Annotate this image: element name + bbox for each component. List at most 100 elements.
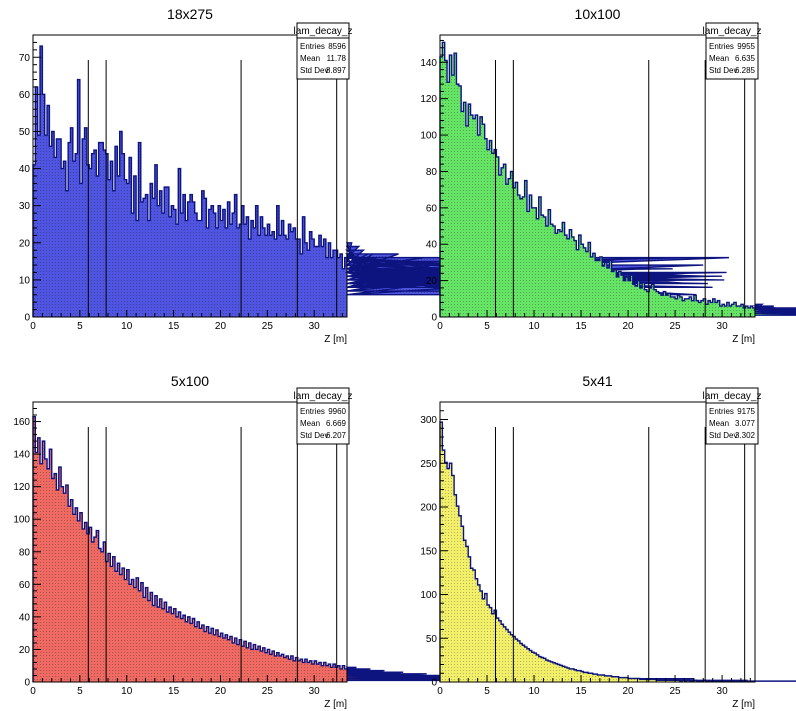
x-tick-label: 10	[528, 686, 540, 697]
stats-box-frame	[705, 22, 759, 80]
histogram-outline	[32, 415, 748, 682]
plot-frame	[32, 401, 348, 683]
x-tick-label: 10	[121, 321, 133, 332]
y-tick-label: 120	[13, 482, 30, 493]
histogram-hatch	[440, 42, 796, 317]
stats-value: 9960	[328, 407, 346, 416]
x-axis-label: Z [m]	[732, 334, 755, 345]
y-tick-label: 20	[19, 645, 31, 656]
stats-label: Entries	[709, 42, 734, 51]
stats-label: Mean	[709, 419, 729, 428]
y-tick-label: 0	[431, 678, 437, 689]
stats-value: 9955	[737, 42, 755, 51]
stats-label: Mean	[709, 54, 729, 63]
y-tick-label: 20	[19, 238, 31, 249]
x-tick-label: 30	[309, 686, 321, 697]
y-tick-label: 40	[19, 612, 31, 623]
stats-value: 6.669	[326, 419, 347, 428]
x-tick-label: 20	[622, 686, 634, 697]
y-tick-label: 160	[13, 417, 30, 428]
stats-value: 9175	[737, 407, 755, 416]
x-axis-label: Z [m]	[732, 699, 755, 710]
stats-label: Std Dev	[300, 66, 328, 75]
chart-title: 5x41	[582, 373, 613, 389]
stats-name: lam_decay_z	[703, 26, 762, 37]
y-tick-label: 140	[420, 58, 437, 69]
stats-label: Std Dev	[709, 431, 737, 440]
y-tick-label: 100	[13, 515, 30, 526]
x-tick-label: 0	[437, 686, 443, 697]
x-tick-label: 10	[121, 686, 133, 697]
y-tick-label: 70	[19, 53, 31, 64]
x-tick-label: 20	[215, 321, 227, 332]
x-tick-label: 30	[717, 686, 729, 697]
y-tick-label: 40	[426, 240, 438, 251]
histogram-panel-2: 10x100 0 5 10 15 20 25 30 0 20 40 60 80 100 120 140 Z [m…	[420, 6, 796, 345]
y-tick-label: 30	[19, 201, 31, 212]
stats-box: lam_decay_z Entries 9955 Mean 6.635 Std Dev6.…	[703, 22, 762, 80]
x-tick-label: 15	[575, 686, 587, 697]
y-tick-label: 40	[19, 164, 31, 175]
y-tick-label: 140	[13, 450, 30, 461]
x-tick-label: 20	[215, 686, 227, 697]
stats-box-frame	[705, 387, 759, 445]
y-tick-label: 50	[426, 634, 438, 645]
stats-value: 6.207	[326, 431, 347, 440]
stats-label: Mean	[300, 419, 320, 428]
x-axis-label: Z [m]	[324, 334, 347, 345]
stats-label: Mean	[300, 54, 320, 63]
x-tick-label: 15	[168, 321, 180, 332]
stats-label: Std Dev	[300, 431, 328, 440]
y-tick-label: 150	[420, 546, 437, 557]
stats-box-frame	[296, 387, 350, 445]
y-tick-label: 80	[426, 167, 438, 178]
stats-label: Std Dev	[709, 66, 737, 75]
y-tick-label: 60	[19, 90, 31, 101]
y-tick-label: 120	[420, 94, 437, 105]
y-tick-label: 100	[420, 131, 437, 142]
stats-box-frame	[296, 22, 350, 80]
y-tick-label: 0	[431, 313, 437, 324]
y-tick-label: 0	[24, 313, 30, 324]
y-tick-label: 0	[24, 678, 30, 689]
x-tick-label: 25	[262, 321, 274, 332]
stats-name: lam_decay_z	[294, 391, 353, 402]
y-tick-label: 10	[19, 275, 31, 286]
x-tick-label: 0	[30, 321, 36, 332]
x-tick-label: 10	[528, 321, 540, 332]
y-tick-label: 100	[420, 590, 437, 601]
x-tick-label: 25	[670, 686, 682, 697]
y-tick-label: 20	[426, 276, 438, 287]
x-tick-label: 5	[77, 686, 83, 697]
x-tick-label: 15	[168, 686, 180, 697]
histogram-hatch	[33, 416, 748, 682]
x-tick-label: 25	[262, 686, 274, 697]
stats-label: Entries	[300, 407, 325, 416]
stats-name: lam_decay_z	[703, 391, 762, 402]
histogram-hatch	[440, 422, 796, 682]
x-tick-label: 5	[484, 321, 490, 332]
x-tick-label: 25	[670, 321, 682, 332]
histogram-outline	[439, 41, 796, 317]
stats-box: lam_decay_z Entries 9175 Mean 3.077 Std Dev3.…	[703, 387, 762, 445]
chart-title: 5x100	[171, 373, 209, 389]
x-tick-label: 0	[437, 321, 443, 332]
chart-title: 10x100	[575, 6, 621, 22]
y-tick-label: 80	[19, 547, 31, 558]
x-tick-label: 30	[717, 321, 729, 332]
x-tick-label: 15	[575, 321, 587, 332]
plot-frame	[439, 34, 756, 318]
stats-box: lam_decay_z Entries 9960 Mean 6.669 Std Dev6.…	[294, 387, 353, 445]
stats-label: Entries	[709, 407, 734, 416]
y-tick-label: 60	[426, 203, 438, 214]
y-tick-label: 250	[420, 459, 437, 470]
y-tick-label: 300	[420, 415, 437, 426]
stats-value: 6.285	[735, 66, 756, 75]
stats-label: Entries	[300, 42, 325, 51]
y-tick-label: 60	[19, 580, 31, 591]
chart-title: 18x275	[167, 6, 213, 22]
x-tick-label: 30	[309, 321, 321, 332]
